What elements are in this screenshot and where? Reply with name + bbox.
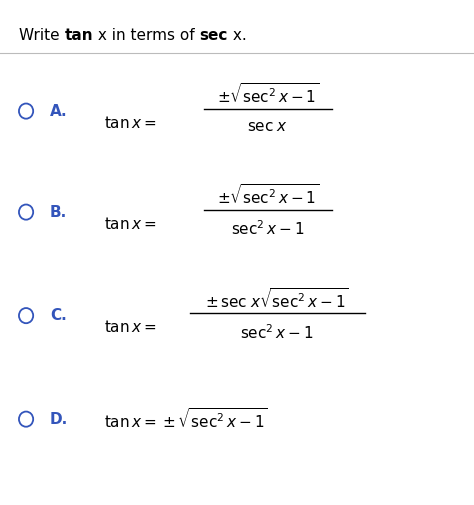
Text: $\pm\,\mathrm{sec}\;x\sqrt{\mathrm{sec}^{2}\,x-1}$: $\pm\,\mathrm{sec}\;x\sqrt{\mathrm{sec}^… [205, 287, 349, 311]
Text: $\mathrm{tan}\,x =$: $\mathrm{tan}\,x =$ [104, 115, 157, 131]
Text: D.: D. [50, 412, 68, 427]
Text: $\mathrm{tan}\,x =$: $\mathrm{tan}\,x =$ [104, 216, 157, 232]
Text: $\mathrm{tan}\,x =$: $\mathrm{tan}\,x =$ [104, 319, 157, 335]
Text: Write: Write [19, 28, 64, 43]
Text: $\mathrm{sec}^{2}\,x-1$: $\mathrm{sec}^{2}\,x-1$ [231, 219, 305, 238]
Text: x.: x. [228, 28, 246, 43]
Text: A.: A. [50, 104, 67, 119]
Text: sec: sec [200, 28, 228, 43]
Text: B.: B. [50, 205, 67, 220]
Text: x in terms of: x in terms of [93, 28, 200, 43]
Text: $\pm\sqrt{\mathrm{sec}^{2}\,x-1}$: $\pm\sqrt{\mathrm{sec}^{2}\,x-1}$ [217, 183, 319, 208]
Text: tan: tan [64, 28, 93, 43]
Text: $\mathrm{tan}\,x=\pm\sqrt{\mathrm{sec}^{2}\,x-1}$: $\mathrm{tan}\,x=\pm\sqrt{\mathrm{sec}^{… [104, 407, 268, 431]
Text: $\mathrm{sec}^{2}\,x-1$: $\mathrm{sec}^{2}\,x-1$ [240, 323, 314, 342]
Text: $\pm\sqrt{\mathrm{sec}^{2}\,x-1}$: $\pm\sqrt{\mathrm{sec}^{2}\,x-1}$ [217, 82, 319, 107]
Text: C.: C. [50, 308, 66, 323]
Text: $\mathrm{sec}\;x$: $\mathrm{sec}\;x$ [247, 119, 288, 134]
